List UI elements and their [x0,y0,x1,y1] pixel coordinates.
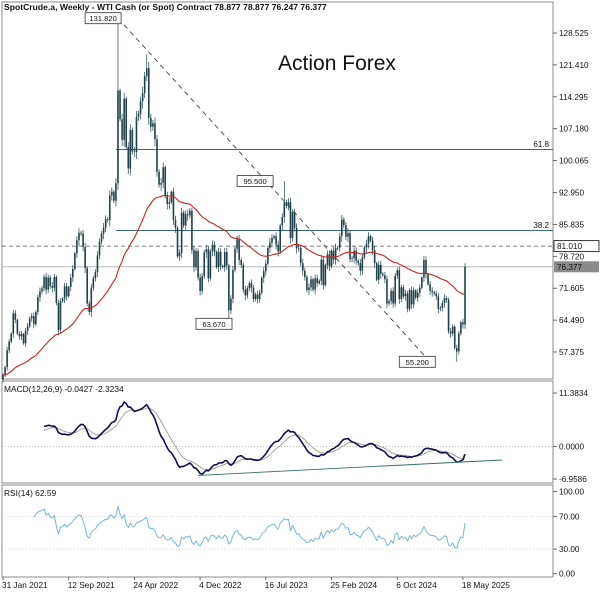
moving-average-line [2,194,466,376]
price-annotation-box [236,175,274,188]
price-axis-tick-label: 92.950 [559,189,584,198]
price-axis-tick-label: 107.180 [559,125,589,134]
rsi-axis-tick-label: 0.00 [559,570,575,579]
symbol-title: SpotCrude.a, Weekly - WTI Cash (or Spot)… [4,2,327,12]
price-annotation-box [84,12,122,25]
rsi-axis-tick-label: 100.00 [559,488,584,497]
date-label: 12 Sep 2021 [68,580,115,590]
price-marker-filled [554,261,599,273]
price-axis-tick-label: 64.490 [559,316,584,325]
price-marker-boxed [553,240,600,253]
price-annotation-text: 55.200 [406,358,429,367]
price-marker-boxed-label: 81.010 [557,242,582,251]
price-axis-tick-label: 114.295 [559,93,588,102]
date-label: 31 Jan 2021 [2,580,48,590]
rsi-axis-tick-label: 70.00 [559,512,580,521]
fib-level-label: 61.8 [533,140,549,149]
rsi-label: RSI(14) 62.59 [4,488,56,498]
macd-axis-tick-label: 0.0000 [559,442,584,451]
rsi-pane[interactable] [2,506,553,550]
fib-level-label: 38.2 [533,221,549,230]
price-marker-filled-label: 76.377 [557,263,582,272]
price-pane[interactable]: 61.8 38.2 131.820 95.500 63.670 55.200 [2,12,553,383]
price-axis-tick-label: 57.375 [559,348,584,357]
date-label: 16 Jul 2023 [265,580,308,590]
date-label: 24 Apr 2022 [133,580,178,590]
price-annotation-text: 131.820 [89,14,116,23]
price-axis-tick-label: 100.065 [559,157,589,166]
macd-label: MACD(12,26,9) -0.0427 -2.3234 [4,384,124,394]
rsi-panel-border [1,484,554,578]
macd-support-trendline [198,459,503,476]
right-price-axis: 128.525 121.410 114.295 107.180 100.065 92.95… [553,29,600,579]
date-label: 18 May 2025 [462,580,510,590]
price-annotation-box [398,355,436,368]
time-axis: 31 Jan 2021 12 Sep 2021 24 Apr 2022 4 Dec 2… [2,577,510,590]
date-label: 6 Oct 2024 [396,580,437,590]
price-annotation-text: 63.670 [202,320,225,329]
candlestick-bodies [2,68,466,380]
rsi-axis-tick-label: 30.00 [559,545,580,554]
price-axis-tick-label: 121.410 [559,61,589,70]
price-axis-tick-label: 71.605 [559,284,584,293]
price-axis-tick-label: 85.835 [559,220,584,229]
date-label: 4 Dec 2022 [199,580,242,590]
macd-axis-tick-label: -6.9586 [559,475,587,484]
macd-line [44,401,466,475]
macd-panel-border [1,380,554,484]
price-axis-tick-label: 128.525 [559,29,589,38]
macd-pane[interactable] [2,401,553,476]
date-label: 25 Feb 2024 [331,580,378,590]
watermark: Action Forex [278,52,396,75]
price-annotation-text: 95.500 [243,177,266,186]
macd-axis-tick-label: 11.3834 [559,389,588,398]
price-panel-border [1,1,554,380]
price-annotation-box [195,317,233,330]
price-axis-tick-label: 78.720 [559,252,584,261]
rsi-line [33,506,466,549]
